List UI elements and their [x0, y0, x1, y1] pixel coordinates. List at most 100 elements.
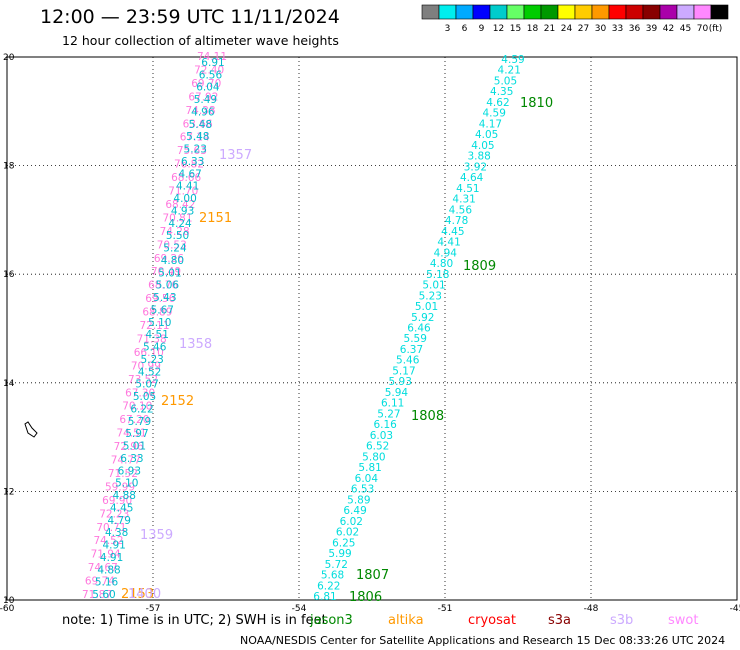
- latitude-tick: 12: [3, 487, 14, 497]
- jason3-track-value: 6.53: [351, 484, 374, 496]
- s3b-time-label: 1359: [140, 528, 173, 543]
- altimeter-track-value: 5.48: [189, 119, 212, 131]
- jason3-track-value: 5.59: [404, 333, 427, 345]
- altika-time-label: 2151: [199, 211, 232, 226]
- color-bin-label: 70: [697, 24, 709, 34]
- latitude-tick: 10: [3, 596, 15, 606]
- swot-track-value: 71.52: [108, 468, 138, 480]
- jason3-track-value: 4.21: [498, 65, 521, 77]
- color-scale-unit: (ft): [709, 24, 723, 34]
- altimeter-track-value: 5.67: [151, 304, 174, 316]
- jason3-track-value: 5.01: [422, 280, 445, 292]
- jason3-track-value: 6.46: [407, 323, 431, 335]
- jason3-time-label: 1809: [463, 259, 496, 274]
- swot-track-value: 74.77: [111, 455, 141, 467]
- swot-track-value: 72.23: [99, 508, 129, 520]
- altimeter-track-value: 4.91: [102, 540, 125, 552]
- jason3-track-value: 4.59: [501, 54, 524, 66]
- swot-track-value: 59.99: [105, 481, 135, 493]
- jason3-track-value: 4.94: [434, 247, 458, 259]
- jason3-track-value: 6.03: [370, 430, 393, 442]
- swot-track-value: 72.40: [194, 64, 224, 76]
- swot-track-value: 76.82: [174, 159, 204, 171]
- altika-time-label: 2152: [161, 394, 194, 409]
- jason3-track-value: 5.17: [392, 365, 415, 377]
- s3b-time-label: 1358: [179, 337, 212, 352]
- altimeter-track-value: 4.00: [173, 193, 196, 205]
- jason3-track-value: 4.31: [452, 194, 475, 206]
- jason3-track-value: 4.05: [475, 129, 498, 141]
- swot-track-value: 70.99: [131, 360, 161, 372]
- swot-track-value: 67.20: [119, 414, 149, 426]
- swot-track-value: 67.14: [180, 132, 210, 144]
- jason3-track-value: 5.93: [389, 376, 412, 388]
- color-bin-label: 45: [680, 24, 691, 34]
- jason3-track-value: 6.49: [343, 505, 366, 517]
- satellite-label-swot: swot: [668, 613, 699, 628]
- color-bin-label: 42: [663, 24, 674, 34]
- jason3-track-value: 4.78: [445, 215, 468, 227]
- altimeter-track-value: 4.51: [146, 329, 169, 341]
- color-bin-label: 33: [612, 24, 623, 34]
- altimeter-track-value: 6.56: [199, 69, 223, 81]
- jason3-track-value: 3.92: [464, 161, 487, 173]
- color-bin-label: 18: [527, 24, 539, 34]
- altimeter-track-value: 4.88: [113, 490, 136, 502]
- color-bin-label: 30: [595, 24, 607, 34]
- swot-track-value: 69.70: [191, 78, 221, 90]
- jason3-track-value: 4.51: [456, 183, 479, 195]
- altimeter-track-value: 4.93: [171, 205, 194, 217]
- altimeter-track-value: 5.49: [194, 94, 217, 106]
- jason3-track-value: 4.45: [441, 226, 464, 238]
- map-frame: [6, 56, 738, 601]
- swot-track-value: 63.66: [183, 118, 213, 130]
- swot-track-value: 73.52: [128, 374, 158, 386]
- altimeter-track-value: 4.24: [168, 218, 192, 230]
- swot-track-value: 74.67: [88, 562, 118, 574]
- altimeter-track-value: 6.33: [181, 156, 204, 168]
- latitude-tick: 16: [3, 270, 15, 280]
- altimeter-track-value: 4.41: [176, 181, 199, 193]
- jason3-track-value: 5.23: [419, 290, 442, 302]
- altimeter-track-value: 5.01: [158, 267, 181, 279]
- swot-track-value: 69.90: [102, 495, 132, 507]
- color-bin-label: 27: [578, 24, 589, 34]
- swot-track-value: 70.49: [151, 266, 181, 278]
- jason3-track-value: 6.37: [400, 344, 423, 356]
- jason3-track-value: 4.59: [483, 108, 506, 120]
- altimeter-track-value: 5.48: [186, 131, 209, 143]
- altimeter-track-value: 5.07: [135, 379, 158, 391]
- jason3-track-value: 4.56: [449, 204, 473, 216]
- jason3-track-value: 6.16: [373, 419, 397, 431]
- altimeter-track-value: 4.38: [105, 527, 128, 539]
- jason3-track-value: 5.80: [362, 451, 385, 463]
- jason3-time-label: 1810: [520, 96, 553, 111]
- swot-track-value: 67.92: [188, 91, 218, 103]
- swot-track-value: 74.28: [160, 226, 190, 238]
- altimeter-track-value: 5.23: [140, 354, 163, 366]
- altimeter-track-value: 4.91: [100, 552, 123, 564]
- latitude-tick: 14: [3, 379, 15, 389]
- jason3-track-value: 4.64: [460, 172, 484, 184]
- swot-track-value: 66.10: [134, 347, 164, 359]
- swot-track-value: 74.11: [197, 51, 227, 63]
- swot-track-value: 71.87: [82, 589, 112, 601]
- jason3-track-value: 5.81: [358, 462, 381, 474]
- island-outline: [24, 421, 38, 438]
- longitude-tick: -45: [730, 604, 740, 614]
- jason3-track-value: 6.81: [313, 591, 336, 603]
- color-bin: [710, 4, 729, 20]
- satellite-label-jason3: jason3: [310, 613, 353, 628]
- altimeter-track-value: 5.43: [153, 292, 176, 304]
- swot-track-value: 72.96: [114, 441, 144, 453]
- swot-track-value: 70.71: [96, 522, 126, 534]
- swot-track-value: 70.53: [157, 239, 187, 251]
- swot-track-value: 71.38: [137, 333, 167, 345]
- jason3-track-value: 6.52: [366, 441, 389, 453]
- altimeter-track-value: 5.10: [115, 478, 138, 490]
- jason3-track-value: 5.72: [325, 559, 348, 571]
- jason3-track-value: 6.11: [381, 398, 404, 410]
- jason3-track-value: 5.05: [494, 75, 517, 87]
- swot-track-value: 68.76: [148, 280, 178, 292]
